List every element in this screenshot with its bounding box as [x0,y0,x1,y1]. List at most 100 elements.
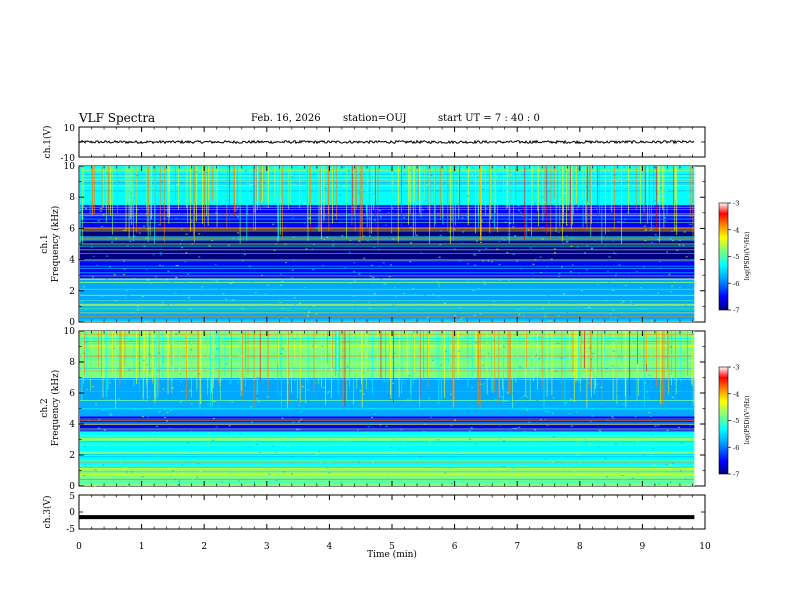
spectrogram-speckle [684,304,687,307]
spectrogram-speckle [558,482,561,484]
spectrogram-speckle [630,301,633,303]
spectrogram-speckle [612,417,615,419]
spectrogram-speckle [292,259,295,261]
spectrogram-speckle [546,266,549,268]
spectrogram-speckle [423,372,426,374]
spectrogram-speckle [502,388,505,390]
spectrogram-speckle [329,471,332,473]
spectrogram-speckle [513,467,516,469]
spectrogram-speckle [557,201,560,204]
spectrogram-speckle [312,186,315,188]
spectrogram-speckle [215,212,218,214]
spectrogram-speckle [577,167,580,170]
spectrogram-speckle [315,454,318,456]
spectrogram-speckle [320,208,323,210]
spectrogram-speckle [569,271,572,273]
spectrogram-speckle [660,189,663,191]
spectrogram-speckle [227,244,230,246]
spectrogram-speckle [610,170,613,172]
spectrogram-speckle [618,355,621,357]
spectrogram-speckle [353,262,356,264]
spectrogram-speckle [535,316,538,318]
spectrogram-speckle [466,216,469,218]
spectrogram-speckle [659,187,662,189]
ch2-spectrogram-ylabel-frequency: Frequency (kHz) [50,370,61,447]
spectrogram-speckle [323,238,326,241]
spectrogram-speckle [85,341,88,343]
start-ut-label: start UT = 7 : 40 : 0 [438,113,540,124]
spectrogram-speckle [500,396,503,398]
spectrogram-speckle [284,275,287,277]
time-tick-label: 8 [577,542,583,552]
spectrogram-speckle [419,455,422,458]
spectrogram-speckle [260,274,263,276]
spectrogram-speckle [298,404,301,406]
spectrogram-speckle [491,261,494,263]
spectrogram-speckle [444,472,447,474]
time-tick-label: 9 [640,542,646,552]
spectrogram-speckle [369,307,372,309]
spectrogram-speckle [612,350,615,352]
spectrogram-speckle [487,470,490,472]
spectrogram-speckle [445,350,448,353]
spectrogram-speckle [534,403,537,405]
spectrogram-speckle [544,458,547,460]
spectrogram-speckle [498,240,501,243]
spectrogram-speckle [404,282,407,284]
spectrogram-speckle [616,180,619,182]
spectrogram-speckle [281,348,284,350]
spectrogram-speckle [648,411,651,414]
frequency-tick-label: 10 [64,327,76,337]
spectrogram-speckle [615,392,618,394]
spectrogram-speckle [573,424,576,426]
spectrogram-speckle [277,473,280,476]
spectrogram-speckle [604,457,607,460]
spectrogram-speckle [357,239,360,242]
spectrogram-speckle [136,174,139,177]
spectrogram-speckle [241,289,244,291]
spectrogram-speckle [547,190,550,192]
spectrogram-speckle [576,192,579,194]
spectrogram-speckle [618,264,621,266]
spectrogram-speckle [228,425,231,427]
spectrogram-speckle [446,184,449,187]
spectrogram-speckle [552,397,555,399]
spectrogram-speckle [373,246,376,249]
spectrogram-speckle [190,220,193,222]
spectrogram-speckle [543,313,546,315]
spectrogram-speckle [189,308,192,310]
spectrogram-speckle [639,287,642,289]
spectrogram-speckle [535,173,538,175]
station-label: station=OUJ [343,113,407,124]
spectrogram-speckle [390,264,393,266]
spectrogram-speckle [254,291,257,294]
spectrogram-speckle [287,332,290,334]
spectrogram-speckle [291,217,294,219]
spectrogram-speckle [570,245,573,248]
spectrogram-speckle [267,284,270,286]
spectrogram-speckle [237,171,240,173]
time-tick-label: 7 [514,542,520,552]
spectrogram-speckle [503,346,506,348]
spectrogram-speckle [676,249,679,252]
spectrogram-speckle [644,378,647,380]
spectrogram-speckle [430,416,433,418]
spectrogram-speckle [90,201,93,203]
spectrogram-speckle [673,354,676,357]
spectrogram-speckle [279,480,282,482]
spectrogram-speckle [384,224,387,226]
spectrogram-speckle [143,245,146,247]
spectrogram-speckle [360,189,363,192]
spectrogram-speckle [146,195,149,198]
spectrogram-speckle [352,295,355,297]
spectrogram-speckle [82,438,85,440]
spectrogram-speckle [606,319,609,321]
spectrogram-speckle [685,473,688,475]
spectrogram-speckle [603,447,606,449]
spectrogram-speckle [85,207,88,210]
spectrogram-speckle [616,198,619,200]
spectrogram-speckle [115,300,118,302]
spectrogram-speckle [282,361,285,363]
spectrogram-speckle [306,389,309,391]
spectrogram-speckle [190,451,193,454]
